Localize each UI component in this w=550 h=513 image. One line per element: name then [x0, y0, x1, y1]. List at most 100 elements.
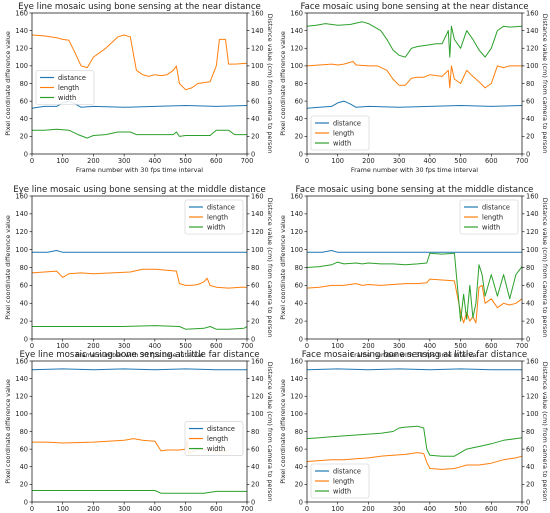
y-tick-label: 60 — [20, 282, 28, 290]
series-line-width — [32, 128, 247, 139]
y-tick-label: 20 — [295, 481, 303, 489]
series-line-length — [31, 268, 247, 289]
chart-title: Face mosaic using bone sensing at the ne… — [300, 2, 528, 12]
x-tick-label: 0 — [305, 157, 309, 165]
y-axis-label: Pixel coordinate difference value — [279, 379, 287, 484]
y-tick-label: 0 — [24, 150, 28, 158]
x-tick-label: 300 — [393, 157, 406, 165]
y-tick-label: 20 — [20, 317, 28, 325]
y2-tick-label: 20 — [526, 133, 534, 141]
legend: distance length width — [35, 70, 95, 105]
y-tick-label: 160 — [290, 9, 303, 17]
x-tick-label: 100 — [331, 157, 344, 165]
y-tick-label: 80 — [20, 80, 28, 88]
y2-tick-label: 80 — [526, 80, 534, 88]
y2-tick-label: 120 — [526, 228, 539, 236]
series-line-width — [32, 325, 248, 330]
y2-tick-label: 0 — [526, 335, 530, 343]
y2-tick-label: 100 — [251, 62, 264, 70]
y-axis-label: Pixel coordinate difference value — [4, 215, 12, 320]
y2-tick-label: 20 — [251, 481, 259, 489]
y-tick-label: 80 — [20, 428, 28, 436]
y-tick-label: 160 — [290, 192, 303, 200]
legend-label-distance: distance — [333, 119, 361, 127]
x-tick-label: 500 — [454, 342, 467, 350]
x-tick-label: 400 — [424, 157, 437, 165]
y-tick-label: 140 — [290, 210, 303, 218]
y-tick-label: 140 — [15, 27, 28, 35]
x-axis-label: Frame number with 30 fps time interval — [351, 166, 478, 174]
y-tick-label: 0 — [299, 335, 303, 343]
x-tick-label: 600 — [485, 342, 498, 350]
legend-label-length: length — [207, 435, 228, 443]
y2-tick-label: 160 — [251, 357, 264, 365]
chart-title: Eye line mosaic using bone sensing at li… — [19, 350, 259, 360]
y2-tick-label: 40 — [251, 463, 259, 471]
y-axis-label: Pixel coordinate difference value — [279, 31, 287, 136]
legend: distance length width — [184, 421, 244, 456]
legend-box — [310, 115, 370, 151]
x-tick-label: 500 — [454, 505, 467, 513]
y2-tick-label: 60 — [251, 97, 259, 105]
y-axis-label: Pixel coordinate difference value — [4, 31, 12, 136]
y2-tick-label: 100 — [251, 246, 264, 254]
y2-tick-label: 60 — [526, 97, 534, 105]
y2-axis-label: Distance value (cm) from camera to perso… — [266, 362, 274, 502]
y-tick-label: 80 — [295, 80, 303, 88]
y-tick-label: 40 — [295, 463, 303, 471]
y2-tick-label: 80 — [251, 428, 259, 436]
y2-tick-label: 60 — [526, 445, 534, 453]
x-tick-label: 500 — [179, 505, 192, 513]
x-tick-label: 700 — [241, 505, 254, 513]
y2-tick-label: 40 — [526, 300, 534, 308]
series-line-width — [306, 21, 523, 58]
legend-box — [459, 199, 519, 235]
legend: distance length width — [184, 199, 244, 235]
x-tick-label: 100 — [56, 342, 69, 350]
y-tick-label: 160 — [290, 357, 303, 365]
x-tick-label: 400 — [424, 505, 437, 513]
y2-tick-label: 120 — [251, 228, 264, 236]
y-tick-label: 80 — [295, 428, 303, 436]
y2-tick-label: 100 — [526, 410, 539, 418]
y2-tick-label: 100 — [526, 246, 539, 254]
legend-label-width: width — [58, 94, 76, 102]
y2-tick-label: 80 — [526, 264, 534, 272]
x-tick-label: 400 — [149, 505, 162, 513]
y-tick-label: 40 — [20, 463, 28, 471]
y2-tick-label: 160 — [526, 192, 539, 200]
y2-tick-label: 0 — [251, 150, 255, 158]
legend-label-width: width — [333, 487, 351, 495]
chart-panel: Eye line mosaic using bone sensing at th… — [4, 2, 274, 174]
y2-tick-label: 120 — [251, 393, 264, 401]
x-tick-label: 100 — [56, 505, 69, 513]
y2-tick-label: 120 — [251, 45, 264, 53]
x-tick-label: 0 — [30, 342, 34, 350]
legend-label-width: width — [207, 223, 225, 231]
x-tick-label: 200 — [362, 342, 375, 350]
y-tick-label: 80 — [20, 264, 28, 272]
y-tick-label: 20 — [20, 133, 28, 141]
series-line-length — [306, 61, 522, 89]
legend: distance length width — [310, 115, 370, 151]
y2-tick-label: 140 — [526, 27, 539, 35]
y2-tick-label: 100 — [251, 410, 264, 418]
y-tick-label: 120 — [15, 228, 28, 236]
y2-tick-label: 0 — [526, 150, 530, 158]
y-tick-label: 120 — [15, 393, 28, 401]
series-line-distance — [307, 250, 522, 253]
y-axis-label: Pixel coordinate difference value — [279, 215, 287, 320]
x-tick-label: 0 — [305, 505, 309, 513]
y-tick-label: 140 — [15, 375, 28, 383]
y2-tick-label: 120 — [526, 45, 539, 53]
y2-tick-label: 40 — [526, 115, 534, 123]
y2-axis-label: Distance value (cm) from camera to perso… — [266, 14, 274, 154]
y2-tick-label: 40 — [526, 463, 534, 471]
y-tick-label: 140 — [290, 375, 303, 383]
y-tick-label: 0 — [299, 150, 303, 158]
legend-label-distance: distance — [207, 425, 235, 433]
x-tick-label: 600 — [485, 505, 498, 513]
x-tick-label: 600 — [210, 157, 223, 165]
series-line-distance — [31, 100, 248, 109]
y2-tick-label: 40 — [251, 115, 259, 123]
